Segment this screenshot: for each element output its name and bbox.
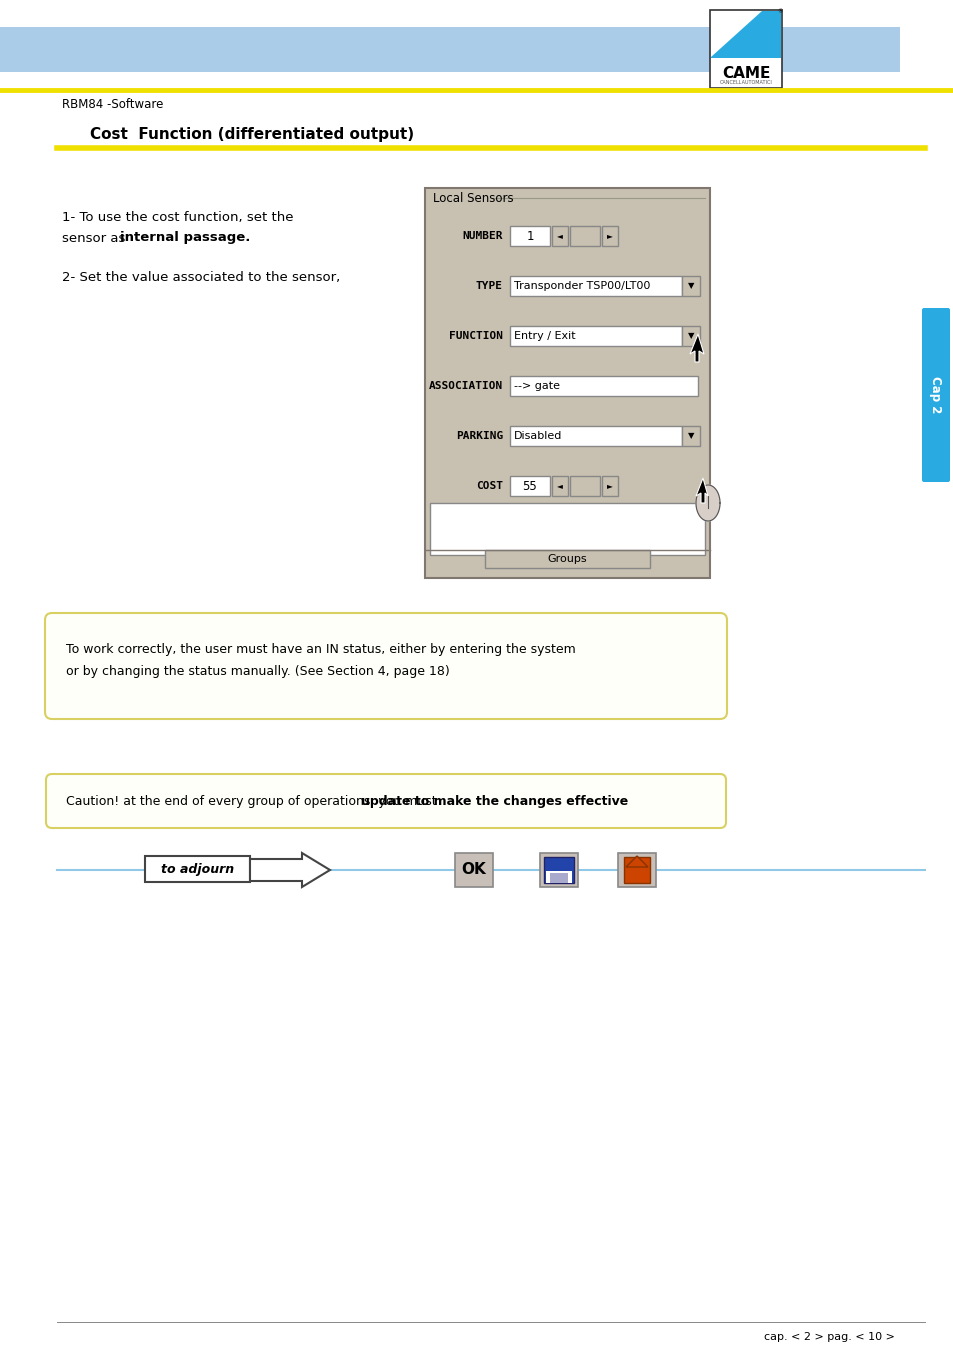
- Bar: [552, 476, 567, 496]
- Text: ►: ►: [606, 231, 612, 240]
- Polygon shape: [710, 11, 761, 57]
- Text: CANCELLAUTOMATICI: CANCELLAUTOMATICI: [719, 80, 772, 85]
- Text: cap. < 2 > pag. < 10 >: cap. < 2 > pag. < 10 >: [763, 1332, 894, 1342]
- Text: Caution! at the end of every group of operations, you must: Caution! at the end of every group of op…: [66, 794, 440, 808]
- Text: COST: COST: [476, 481, 502, 490]
- Bar: [510, 276, 681, 296]
- Text: sensor as: sensor as: [62, 231, 130, 245]
- Text: ◄: ◄: [557, 231, 562, 240]
- Text: Disabled: Disabled: [514, 431, 561, 440]
- Text: CAME: CAME: [721, 66, 769, 81]
- Text: PARKING: PARKING: [456, 431, 502, 440]
- FancyBboxPatch shape: [921, 308, 949, 482]
- Bar: [550, 873, 567, 884]
- Bar: [543, 857, 574, 884]
- Bar: [424, 188, 709, 578]
- Text: RBM84 -Software: RBM84 -Software: [62, 99, 163, 112]
- Bar: [709, 9, 781, 88]
- Bar: [510, 426, 681, 446]
- Text: 2- Set the value associated to the sensor,: 2- Set the value associated to the senso…: [62, 272, 340, 285]
- Bar: [569, 226, 599, 246]
- Text: To work correctly, the user must have an IN status, either by entering the syste: To work correctly, the user must have an…: [66, 643, 576, 657]
- Text: Cap 2: Cap 2: [928, 377, 942, 413]
- Text: 1- To use the cost function, set the: 1- To use the cost function, set the: [62, 212, 294, 224]
- Text: FUNCTION: FUNCTION: [449, 331, 502, 340]
- Text: ▼: ▼: [687, 331, 694, 340]
- Bar: [601, 476, 618, 496]
- Polygon shape: [696, 485, 720, 521]
- Bar: [0, 27, 899, 72]
- Text: ▼: ▼: [687, 281, 694, 290]
- Bar: [569, 476, 599, 496]
- Text: to adjourn: to adjourn: [161, 862, 233, 875]
- Text: TYPE: TYPE: [476, 281, 502, 290]
- Bar: [145, 857, 250, 882]
- Bar: [710, 11, 781, 58]
- Text: Local Sensors: Local Sensors: [433, 192, 513, 204]
- Bar: [552, 226, 567, 246]
- Polygon shape: [696, 478, 707, 503]
- Bar: [618, 852, 656, 888]
- Bar: [681, 326, 700, 346]
- Bar: [430, 503, 704, 555]
- Bar: [510, 476, 550, 496]
- Bar: [681, 276, 700, 296]
- Text: update to make the changes effective: update to make the changes effective: [360, 794, 628, 808]
- Text: Entry / Exit: Entry / Exit: [514, 331, 575, 340]
- FancyBboxPatch shape: [45, 613, 726, 719]
- Bar: [681, 426, 700, 446]
- Text: Cost  Function (differentiated output): Cost Function (differentiated output): [90, 127, 414, 142]
- Text: ®: ®: [777, 9, 781, 15]
- Text: OK: OK: [461, 862, 486, 878]
- Text: Groups: Groups: [547, 554, 587, 563]
- Text: NUMBER: NUMBER: [462, 231, 502, 240]
- Text: internal passage.: internal passage.: [120, 231, 250, 245]
- Bar: [510, 376, 698, 396]
- Text: or by changing the status manually. (See Section 4, page 18): or by changing the status manually. (See…: [66, 666, 449, 678]
- Polygon shape: [625, 857, 647, 867]
- FancyArrow shape: [250, 852, 330, 888]
- Polygon shape: [689, 334, 703, 362]
- Text: --> gate: --> gate: [514, 381, 559, 390]
- Bar: [484, 550, 649, 567]
- Bar: [623, 857, 649, 884]
- FancyBboxPatch shape: [46, 774, 725, 828]
- Bar: [539, 852, 578, 888]
- Text: Transponder TSP00/LT00: Transponder TSP00/LT00: [514, 281, 650, 290]
- Bar: [510, 326, 681, 346]
- Bar: [455, 852, 493, 888]
- Bar: [601, 226, 618, 246]
- Text: ◄: ◄: [557, 481, 562, 490]
- Bar: [545, 871, 572, 884]
- Bar: [510, 226, 550, 246]
- Text: ▼: ▼: [687, 431, 694, 440]
- Text: ASSOCIATION: ASSOCIATION: [428, 381, 502, 390]
- Text: 1: 1: [526, 230, 533, 242]
- Text: 55: 55: [522, 480, 537, 493]
- Text: ►: ►: [606, 481, 612, 490]
